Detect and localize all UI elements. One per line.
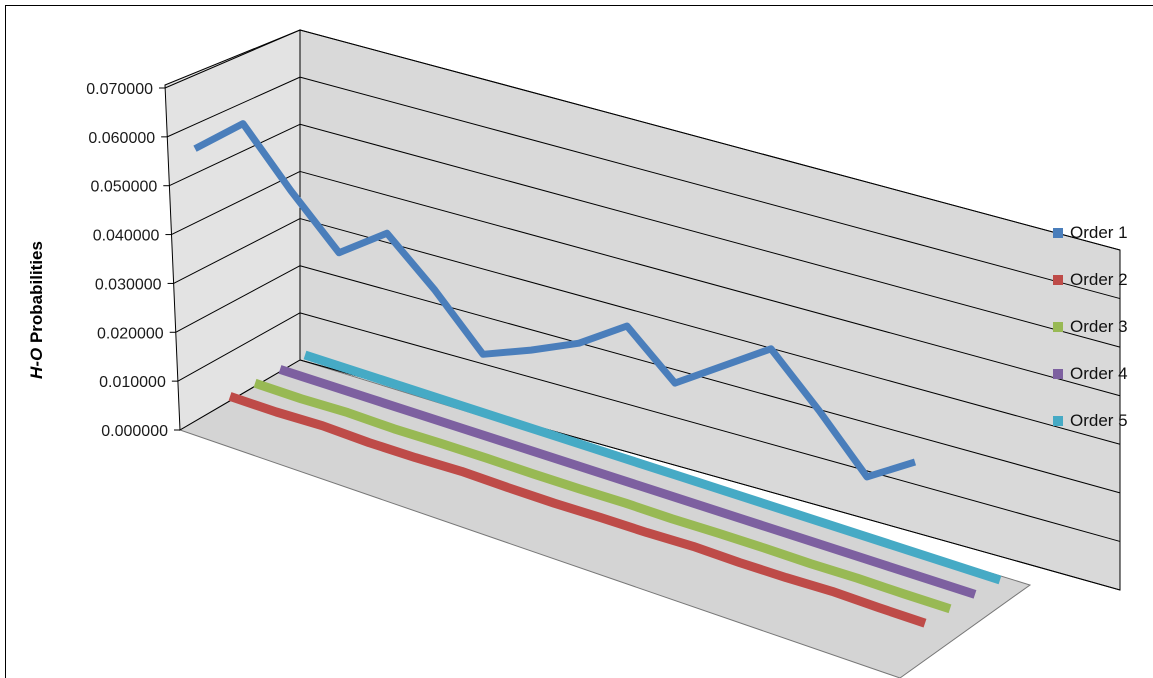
series-line-order-5: [303, 350, 1002, 585]
gridline-side: [164, 29, 301, 89]
y-tick-label: 0.070000: [86, 81, 153, 98]
y-axis-ticks: 0.000000 0.010000 0.020000 0.030000 0.040000…: [86, 81, 168, 440]
series-line-order-3: [253, 378, 952, 614]
gridline-back: [299, 312, 1121, 542]
legend-item: Order 3: [1053, 317, 1128, 336]
gridline-side: [171, 170, 301, 236]
gridline-side: [166, 76, 301, 138]
left-wall: [164, 29, 301, 431]
y-tick-label: 0.030000: [95, 276, 162, 293]
series-line-order-1: [193, 120, 917, 481]
series-line-order-4: [278, 365, 977, 599]
legend-label: Order 5: [1070, 411, 1128, 430]
legend-item: Order 1: [1053, 223, 1128, 242]
legend-swatch: [1053, 416, 1063, 426]
gridline-side: [169, 123, 301, 187]
legend-item: Order 5: [1053, 411, 1128, 430]
gridline-back: [299, 265, 1121, 494]
legend-label: Order 2: [1070, 270, 1128, 289]
legend-swatch: [1053, 322, 1063, 332]
gridline-side: [173, 218, 301, 284]
gridline-back: [299, 170, 1121, 397]
y-tick-label: 0.000000: [101, 423, 168, 440]
gridline-back: [299, 218, 1121, 445]
gridline-back: [299, 76, 1121, 300]
y-tick-label: 0.010000: [99, 374, 166, 391]
y-tick-label: 0.020000: [97, 325, 164, 342]
legend-label: Order 4: [1070, 364, 1128, 383]
gridline-side: [177, 312, 301, 382]
y-tick-label: 0.060000: [88, 130, 155, 147]
legend-swatch: [1053, 228, 1063, 238]
y-tick-label: 0.040000: [93, 228, 160, 245]
gridline-back: [299, 123, 1121, 348]
legend-label: Order 1: [1070, 223, 1128, 242]
legend-item: Order 2: [1053, 270, 1128, 289]
y-axis-title-rest: Probabilities: [27, 241, 46, 348]
legend-swatch: [1053, 369, 1063, 379]
legend-swatch: [1053, 275, 1063, 285]
y-axis-title: H-O Probabilities: [27, 241, 46, 379]
legend-item: Order 4: [1053, 364, 1128, 383]
series-layer: [193, 120, 1002, 628]
legend: Order 1 Order 2 Order 3 Order 4 Order 5: [1053, 223, 1128, 430]
gridline-back: [299, 29, 1121, 251]
series-line-order-2: [228, 392, 927, 628]
gridline-side: [175, 265, 301, 333]
y-axis-title-italic: H-O: [27, 348, 46, 379]
legend-label: Order 3: [1070, 317, 1128, 336]
y-tick-label: 0.050000: [91, 179, 158, 196]
